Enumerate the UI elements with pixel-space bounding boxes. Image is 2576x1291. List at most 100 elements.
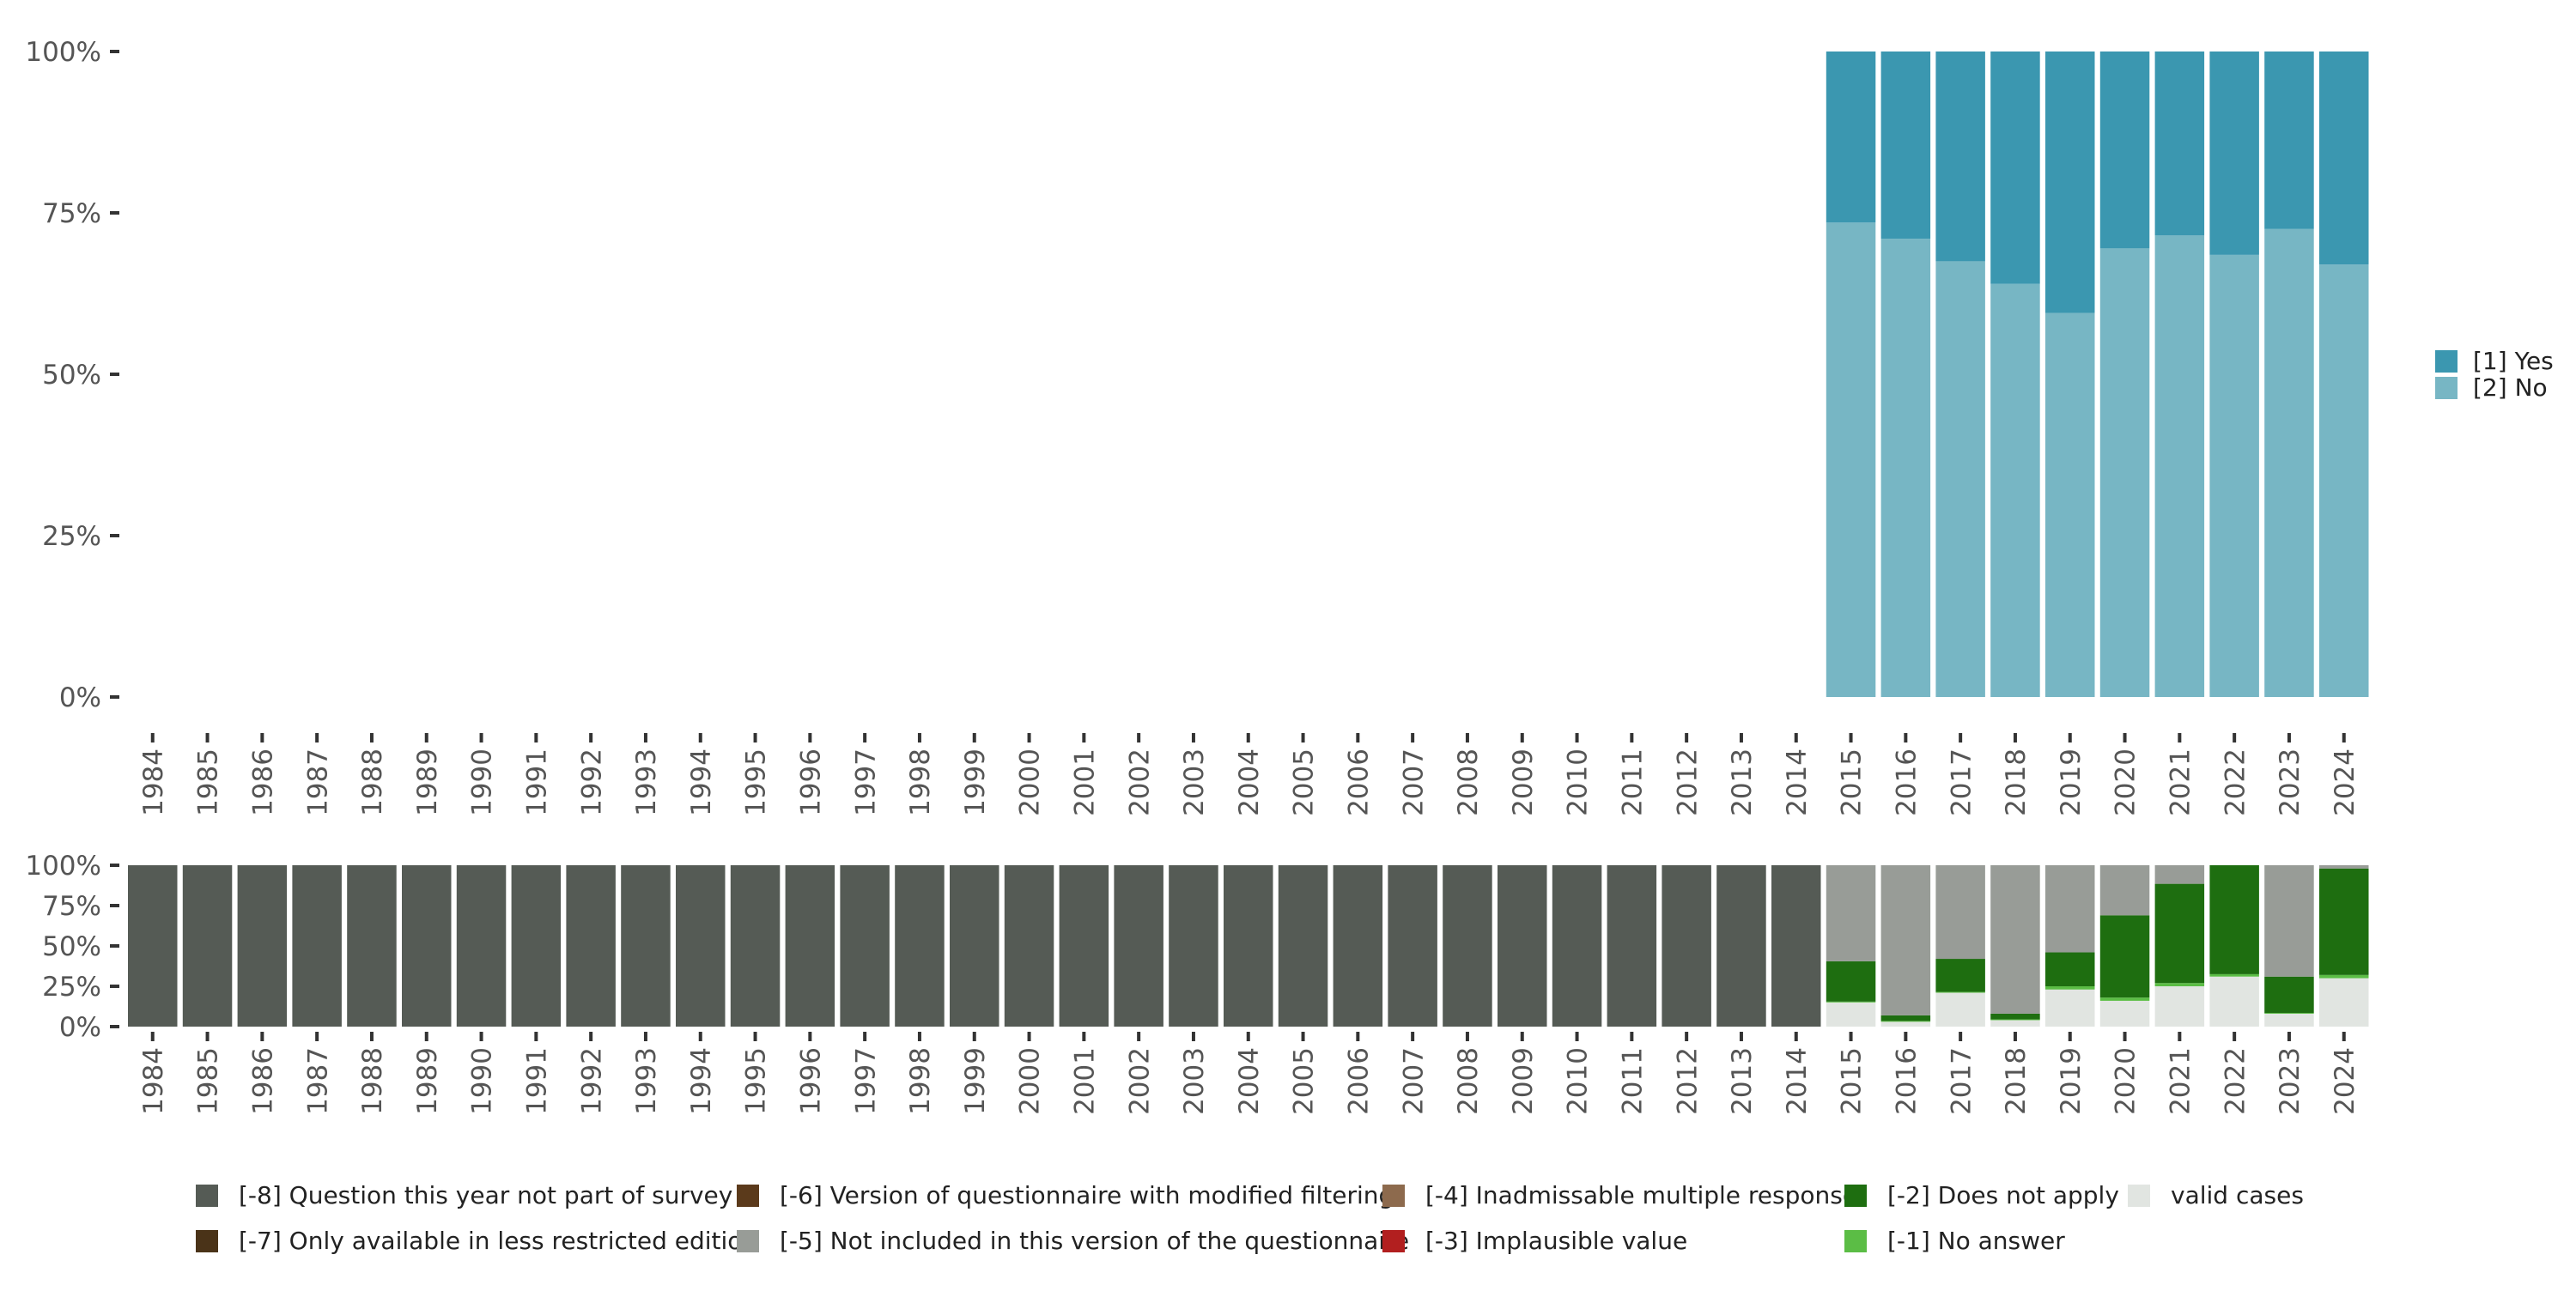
main-x-tick-label: 2015 [1837, 749, 1868, 816]
main-y-tick-label: 0% [59, 682, 101, 713]
main-x-tick-label: 1988 [357, 749, 388, 816]
main-bar-2019-s0 [2045, 312, 2095, 697]
sub-bar-2019-s5 [2045, 865, 2095, 953]
sub-bar-2022-s0 [2209, 976, 2259, 1027]
sub-x-tick-label: 1984 [138, 1047, 169, 1115]
main-bar-2023-s0 [2264, 228, 2314, 697]
sub-x-tick-label: 1993 [631, 1047, 662, 1115]
sub-x-tick-label: 2013 [1727, 1047, 1758, 1115]
sub-x-tick-label: 2014 [1782, 1047, 1813, 1115]
main-y-tick-label: 100% [25, 37, 101, 68]
sub-x-tick-label: 2018 [2001, 1047, 2032, 1115]
main-x-tick-label: 2014 [1782, 749, 1813, 816]
main-y-tick-label: 25% [42, 521, 101, 552]
main-x-tick-label: 1985 [193, 749, 224, 816]
legend-swatch-m6 [737, 1185, 759, 1207]
main-bar-2019-s1 [2045, 52, 2095, 313]
bottom-legend: [-8] Question this year not part of surv… [196, 1181, 2304, 1255]
main-x-tick-label: 1999 [960, 749, 991, 816]
main-x-tick-label: 2019 [2056, 749, 2087, 816]
sub-x-tick-label: 2010 [1563, 1047, 1594, 1115]
main-bar-2016-s0 [1880, 239, 1931, 698]
legend-swatch-m7 [196, 1230, 218, 1252]
main-bar-2020-s1 [2099, 52, 2150, 249]
sub-x-tick-label: 2004 [1234, 1047, 1265, 1115]
main-bar-2020-s0 [2099, 248, 2150, 697]
sub-bar-2016-s5 [1880, 865, 1931, 1015]
main-x-tick-label: 2023 [2275, 749, 2306, 816]
sub-bar-2018-s5 [1990, 865, 2040, 1014]
sub-bar-2005-s8 [1278, 865, 1328, 1027]
sub-bar-1990-s8 [456, 865, 507, 1027]
sub-x-tick-label: 1999 [960, 1047, 991, 1115]
sub-x-tick-label: 1998 [905, 1047, 936, 1115]
main-x-tick-label: 1984 [138, 749, 169, 816]
main-x-tick-label: 2001 [1070, 749, 1101, 816]
sub-bar-2017-s2 [1935, 959, 1985, 992]
main-bar-2017-s1 [1935, 52, 1985, 262]
sub-x-tick-label: 2006 [1344, 1047, 1375, 1115]
sub-bar-2019-s2 [2045, 952, 2095, 986]
main-x-tick-label: 1993 [631, 749, 662, 816]
legend-swatch-m1 [1844, 1230, 1867, 1252]
sub-bar-1998-s8 [895, 865, 945, 1027]
sub-x-tick-label: 1995 [741, 1047, 772, 1115]
sub-y-tick-label: 100% [25, 851, 101, 882]
sub-bar-2015-s1 [1826, 1001, 1876, 1003]
sub-x-tick-label: 1986 [248, 1047, 279, 1115]
sub-bar-2001-s8 [1059, 865, 1109, 1027]
main-y-tick-label: 75% [42, 198, 101, 229]
sub-x-tick-label: 2003 [1179, 1047, 1210, 1115]
main-x-tick-label: 2018 [2001, 749, 2032, 816]
sub-x-tick-label: 1996 [796, 1047, 827, 1115]
sub-x-tick-label: 1994 [686, 1047, 717, 1115]
main-x-tick-label: 1992 [576, 749, 607, 816]
sub-bar-2019-s0 [2045, 989, 2095, 1027]
sub-bar-2002-s8 [1114, 865, 1163, 1027]
main-x-tick-label: 2021 [2166, 749, 2196, 816]
sub-bar-2017-s0 [1935, 992, 1985, 1027]
sub-x-tick-label: 1987 [302, 1047, 333, 1115]
legend-label-m7: [-7] Only available in less restricted e… [239, 1227, 757, 1255]
sub-x-tick-label: 2002 [1124, 1047, 1155, 1115]
main-x-tick-label: 1991 [522, 749, 553, 816]
missing-values-chart-panel: 0% 25% 50% 75% 100% 1984 1985 1986 1987 1988 1989 1… [25, 851, 2369, 1115]
main-bar-2024-s0 [2319, 264, 2369, 697]
sub-bar-2020-s1 [2099, 997, 2150, 1001]
sub-bar-2012-s8 [1662, 865, 1711, 1027]
main-x-tick-label: 1989 [412, 749, 443, 816]
sub-y-tick-label: 25% [42, 972, 101, 1003]
sub-bar-2023-s5 [2264, 865, 2314, 977]
sub-x-tick-label: 1990 [467, 1047, 498, 1115]
sub-bar-2023-s2 [2264, 976, 2314, 1014]
sub-bar-2000-s8 [1004, 865, 1054, 1027]
sub-x-tick-label: 2011 [1618, 1047, 1649, 1115]
sub-bar-2020-s0 [2099, 1000, 2150, 1027]
sub-bar-2021-s2 [2154, 883, 2205, 984]
sub-bar-2020-s5 [2099, 865, 2150, 916]
main-bar-2018-s0 [1990, 283, 2040, 697]
legend-swatch-m4 [1382, 1185, 1405, 1207]
sub-bar-2022-s1 [2209, 973, 2259, 977]
sub-bar-1999-s8 [950, 865, 999, 1027]
sub-bar-2014-s8 [1771, 865, 1821, 1027]
main-bar-2018-s1 [1990, 52, 2040, 284]
sub-bar-2018-s0 [1990, 1020, 2040, 1027]
sub-x-tick-label: 2012 [1672, 1047, 1703, 1115]
main-x-tick-label: 2012 [1672, 749, 1703, 816]
legend-label-m5: [-5] Not included in this version of the… [780, 1227, 1409, 1255]
main-x-tick-label: 2006 [1344, 749, 1375, 816]
legend-swatch-m2 [1844, 1185, 1867, 1207]
sub-x-tick-label: 2016 [1892, 1047, 1923, 1115]
sub-bar-1994-s8 [676, 865, 726, 1027]
sub-bar-2016-s0 [1880, 1021, 1931, 1027]
main-x-tick-label: 1990 [467, 749, 498, 816]
legend-label-valid: valid cases [2171, 1181, 2304, 1209]
sub-bar-2015-s5 [1826, 865, 1876, 961]
sub-bar-2021-s1 [2154, 983, 2205, 986]
sub-bar-2011-s8 [1607, 865, 1657, 1027]
sub-x-tick-label: 2009 [1508, 1047, 1539, 1115]
main-x-tick-label: 2002 [1124, 749, 1155, 816]
main-y-tick-label: 50% [42, 360, 101, 391]
sub-bar-2024-s0 [2319, 978, 2369, 1027]
